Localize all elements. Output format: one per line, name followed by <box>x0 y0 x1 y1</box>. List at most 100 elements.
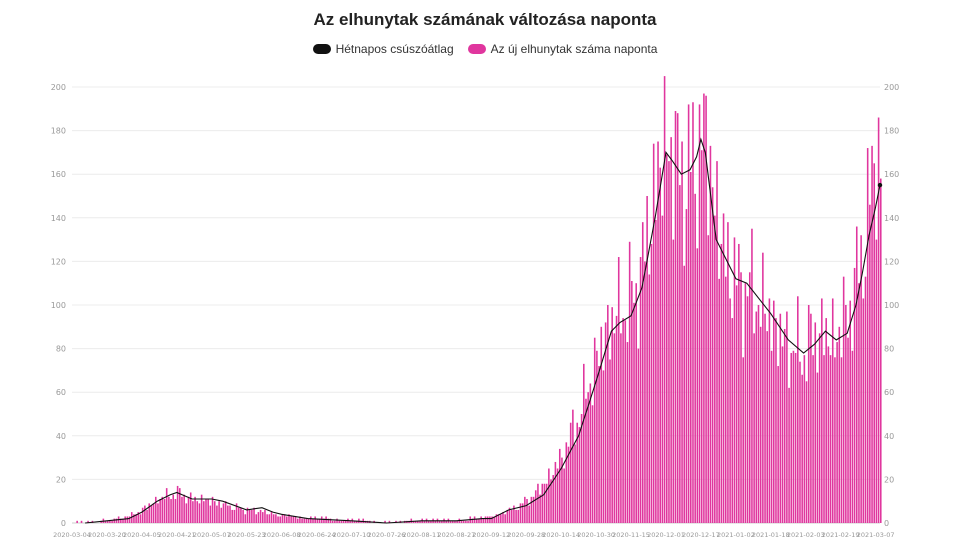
bar <box>307 518 310 523</box>
y-tick-label-left: 60 <box>56 388 66 397</box>
y-tick-label-left: 40 <box>56 432 66 441</box>
bar <box>517 509 520 523</box>
bar <box>205 499 207 523</box>
bar <box>694 193 696 523</box>
bar <box>641 222 644 523</box>
bar <box>768 298 771 523</box>
bar <box>683 265 686 523</box>
x-tick-label: 2020-08-11 <box>403 531 441 539</box>
bar <box>631 281 633 523</box>
bar <box>626 342 629 523</box>
bar <box>550 479 552 523</box>
bar <box>565 442 568 523</box>
x-tick-label: 2020-06-08 <box>263 531 301 539</box>
bar <box>353 520 356 523</box>
bar <box>646 196 648 523</box>
bar <box>665 154 668 523</box>
bar <box>349 520 351 523</box>
bar <box>748 272 751 523</box>
bar <box>545 483 548 523</box>
bar <box>700 150 703 523</box>
bar <box>244 514 247 523</box>
bar <box>692 102 694 523</box>
bar <box>296 518 299 523</box>
bar <box>635 283 637 523</box>
y-tick-label-right: 60 <box>884 388 894 397</box>
bar <box>227 505 229 523</box>
bar <box>500 514 502 523</box>
bar <box>211 496 214 523</box>
bar <box>310 516 312 523</box>
bar <box>790 352 793 523</box>
bar <box>731 318 734 523</box>
y-tick-label-left: 200 <box>51 83 66 92</box>
moving-average-line <box>85 137 881 524</box>
bar <box>231 509 233 523</box>
bar <box>537 483 539 523</box>
bar <box>783 328 786 523</box>
bar <box>224 501 227 523</box>
bar <box>735 285 738 523</box>
bar <box>218 501 220 523</box>
bar <box>76 520 78 523</box>
bar <box>873 163 876 524</box>
legend-item-daily-deaths[interactable]: Az új elhunytak száma naponta <box>467 42 658 56</box>
bar <box>183 494 185 523</box>
bar <box>567 446 570 523</box>
y-tick-label-left: 100 <box>51 301 66 310</box>
bar <box>275 514 277 523</box>
bar <box>652 143 655 523</box>
bar <box>668 161 670 523</box>
y-tick-label-right: 100 <box>884 301 899 310</box>
bar <box>438 520 441 523</box>
bar <box>141 507 144 523</box>
bar <box>152 503 155 523</box>
bar <box>336 518 338 523</box>
bar <box>154 496 157 523</box>
bar <box>576 422 579 523</box>
bar <box>792 350 795 523</box>
bar <box>628 241 631 523</box>
bar <box>526 499 528 523</box>
bar <box>220 507 223 523</box>
bar <box>622 318 624 523</box>
bar <box>611 307 613 523</box>
bar <box>388 520 391 523</box>
bar <box>788 387 790 523</box>
bar <box>633 302 635 523</box>
bar <box>681 141 683 523</box>
bar <box>679 185 681 523</box>
y-tick-label-left: 140 <box>51 214 66 223</box>
bar <box>676 113 679 523</box>
bar <box>419 520 421 523</box>
bar <box>801 374 803 523</box>
bar <box>176 485 179 523</box>
bar <box>770 350 773 523</box>
bar <box>604 322 607 523</box>
bar <box>484 516 487 523</box>
bar <box>558 448 561 523</box>
bar <box>253 507 255 523</box>
bar <box>816 372 819 523</box>
bar <box>556 468 559 523</box>
bar <box>264 509 266 523</box>
bar <box>864 276 867 523</box>
bar <box>233 509 236 523</box>
legend-item-moving-average[interactable]: Hétnapos csúszóátlag <box>312 42 454 56</box>
bar <box>270 512 273 523</box>
bar <box>261 512 264 523</box>
bar <box>709 145 712 524</box>
y-tick-label-right: 120 <box>884 257 899 266</box>
bar <box>753 333 755 523</box>
bar <box>80 520 83 523</box>
bar <box>869 204 871 523</box>
legend-label-daily-deaths: Az új elhunytak száma naponta <box>490 42 658 56</box>
bar <box>738 243 740 523</box>
y-tick-label-right: 140 <box>884 214 899 223</box>
bar <box>159 499 161 523</box>
bar <box>561 457 563 523</box>
bar <box>825 318 827 523</box>
y-tick-label-right: 160 <box>884 170 899 179</box>
legend-swatch-moving-average <box>312 44 331 54</box>
bar <box>810 313 812 523</box>
